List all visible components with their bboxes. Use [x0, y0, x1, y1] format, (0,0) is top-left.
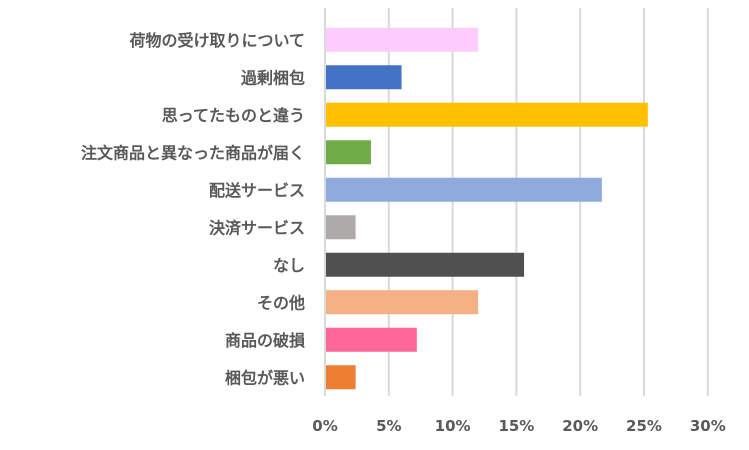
x-tick-label: 30%	[690, 417, 726, 435]
category-label: 商品の破損	[225, 331, 306, 350]
category-label: 梱包が悪い	[225, 368, 305, 387]
x-tick-label: 10%	[435, 417, 471, 435]
x-tick-label: 5%	[376, 417, 401, 435]
bar	[326, 290, 479, 315]
category-label: 荷物の受け取りについて	[129, 31, 305, 50]
category-label: 決済サービス	[209, 218, 305, 237]
category-label: なし	[273, 256, 305, 275]
bar	[326, 215, 356, 240]
x-tick-label: 25%	[626, 417, 662, 435]
bar	[326, 252, 525, 277]
category-label: その他	[257, 293, 305, 312]
category-label: 過剰梱包	[240, 68, 305, 87]
bar	[326, 65, 402, 90]
bar	[326, 327, 417, 352]
x-tick-label: 0%	[312, 417, 337, 435]
bar	[326, 365, 356, 390]
category-label: 配送サービス	[209, 181, 305, 200]
category-label: 注文商品と異なった商品が届く	[81, 143, 305, 162]
bar	[326, 27, 479, 52]
bar	[326, 140, 371, 165]
bar	[326, 177, 602, 202]
x-tick-label: 15%	[498, 417, 534, 435]
x-tick-label: 20%	[562, 417, 598, 435]
category-label: 思ってたものと違う	[162, 106, 305, 125]
bar	[326, 102, 648, 127]
